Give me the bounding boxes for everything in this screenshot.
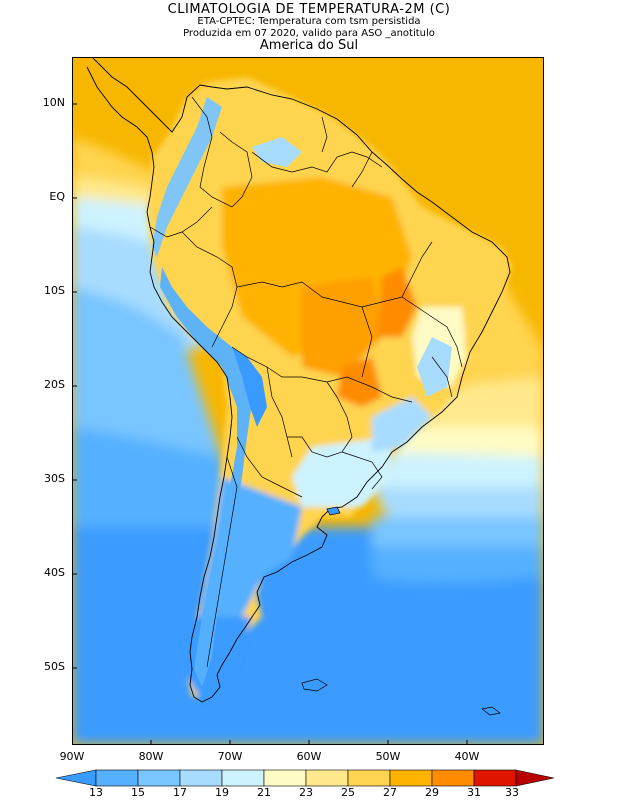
- legend-label-15: 15: [131, 786, 145, 799]
- legend-label-33: 33: [505, 786, 519, 799]
- lat-label-20s: 20S: [44, 378, 65, 391]
- lat-label-50s: 50S: [44, 660, 65, 673]
- color-legend-bar: [56, 769, 555, 787]
- islands: [301, 506, 501, 716]
- ocean-band-15-pacific: [72, 427, 252, 537]
- andes-cold-strip: [152, 97, 222, 257]
- legend-label-17: 17: [173, 786, 187, 799]
- chart-title: CLIMATOLOGIA DE TEMPERATURA-2M (C): [167, 2, 451, 17]
- lat-label-10n: 10N: [42, 96, 65, 109]
- chart-subtitle-model: ETA-CPTEC: Temperatura com tsm persistid…: [197, 16, 421, 27]
- lat-label-40s: 40S: [44, 566, 65, 579]
- legend-label-31: 31: [467, 786, 481, 799]
- country-borders: [149, 96, 463, 668]
- legend-swatch-15-17: [137, 769, 181, 787]
- lon-label-50w: 50W: [375, 750, 401, 763]
- legend-swatch-29-31: [431, 769, 475, 787]
- chart-subtitle-validity: Produzida em 07 2020, valido para ASO _a…: [183, 28, 435, 39]
- lat-label-30s: 30S: [44, 472, 65, 485]
- temperature-map: [72, 57, 544, 745]
- legend-label-23: 23: [299, 786, 313, 799]
- land-hot-spot-tocantins: [377, 267, 417, 337]
- legend-swatch-21-23: [263, 769, 307, 787]
- lat-ticks: [72, 103, 77, 669]
- map-frame: [72, 57, 544, 745]
- lon-label-80w: 80W: [138, 750, 164, 763]
- legend-label-25: 25: [341, 786, 355, 799]
- ocean-band-15b-atlantic: [372, 547, 544, 583]
- legend-swatch-19-21: [221, 769, 265, 787]
- legend-swatch-13-15: [95, 769, 139, 787]
- coastline: [86, 57, 511, 703]
- legend-swatch-23-25: [305, 769, 349, 787]
- legend-label-19: 19: [215, 786, 229, 799]
- region-title: America do Sul: [259, 38, 359, 53]
- east-highland-cool: [417, 337, 452, 397]
- legend-label-29: 29: [425, 786, 439, 799]
- legend-arrow-high: [515, 769, 555, 787]
- lon-label-70w: 70W: [217, 750, 243, 763]
- andes-highland-cold: [232, 347, 267, 427]
- land-warm-center: [302, 277, 382, 377]
- lon-label-40w: 40W: [454, 750, 480, 763]
- lon-label-60w: 60W: [296, 750, 322, 763]
- lon-ticks: [72, 740, 468, 745]
- land-cool-south: [292, 437, 392, 507]
- land-cool-southeast: [372, 397, 432, 452]
- legend-swatch-27-29: [389, 769, 433, 787]
- legend-arrow-low: [56, 769, 97, 787]
- legend-label-13: 13: [89, 786, 103, 799]
- legend-label-27: 27: [383, 786, 397, 799]
- andes-central: [160, 267, 252, 687]
- legend-swatch-17-19: [179, 769, 223, 787]
- legend-swatch-31-33: [473, 769, 517, 787]
- lon-label-90w: 90W: [59, 750, 85, 763]
- legend-label-21: 21: [257, 786, 271, 799]
- guiana-highlands-cool: [252, 137, 302, 167]
- lat-label-10s: 10S: [44, 284, 65, 297]
- lat-label-eq: EQ: [49, 190, 65, 203]
- legend-swatch-25-27: [347, 769, 391, 787]
